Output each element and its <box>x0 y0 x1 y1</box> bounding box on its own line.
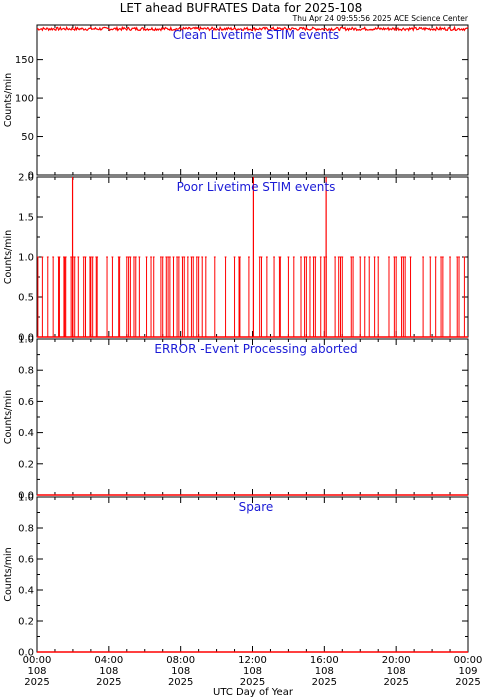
y-tick-label: 0.2 <box>18 459 34 470</box>
y-tick-label: 0.5 <box>18 293 34 304</box>
x-tick-doy: 109 <box>458 666 477 677</box>
y-tick-label: 0.0 <box>18 333 34 344</box>
y-axis-label: Counts/min <box>3 390 14 444</box>
x-tick-year: 2025 <box>24 677 49 688</box>
y-axis-label: Counts/min <box>3 73 14 127</box>
panel-4: 0.0 0.2 0.4 0.6 0.8 1.0 Counts/min Spare <box>3 493 469 659</box>
x-tick-doy: 108 <box>387 666 406 677</box>
y-tick-label: 0.2 <box>18 617 34 628</box>
x-tick-doy: 108 <box>315 666 334 677</box>
y-tick-label: 0.8 <box>18 524 34 535</box>
y-tick-label: 1.5 <box>18 213 34 224</box>
panel-title: Poor Livetime STIM events <box>177 180 336 194</box>
y-tick-label: 0.8 <box>18 366 34 377</box>
panel-title: ERROR -Event Processing aborted <box>154 342 357 356</box>
y-tick-label: 0.4 <box>18 428 34 439</box>
x-tick-year: 2025 <box>383 677 408 688</box>
series-line <box>36 25 469 32</box>
panel-3: 0.0 0.2 0.4 0.6 0.8 1.0 Counts/min ERROR -Event… <box>3 335 469 502</box>
y-tick-label: 0.6 <box>18 555 34 566</box>
y-tick-label: 2.0 <box>18 173 34 184</box>
panel-frame <box>36 24 469 176</box>
y-axis-label: Counts/min <box>3 230 14 284</box>
panel-title: Spare <box>239 500 274 514</box>
x-tick-doy: 108 <box>99 666 118 677</box>
panel-2: 0.0 0.5 1.0 1.5 2.0 Counts/min Poor Livetime S… <box>3 173 469 344</box>
x-tick-year: 2025 <box>312 677 337 688</box>
x-tick-time: 08:00 <box>166 655 195 666</box>
x-tick-doy: 108 <box>171 666 190 677</box>
y-tick-label: 1.0 <box>18 493 34 504</box>
x-tick-time: 20:00 <box>382 655 411 666</box>
y-tick-label: 0.0 <box>18 648 34 659</box>
y-axis-label: Counts/min <box>3 547 14 601</box>
x-tick-time: 00:00 <box>454 655 482 666</box>
y-tick-label: 0 <box>28 171 34 182</box>
x-tick-doy: 108 <box>243 666 262 677</box>
y-tick-label: 1.0 <box>18 335 34 346</box>
y-tick-label: 150 <box>15 55 34 66</box>
x-tick-time: 04:00 <box>94 655 123 666</box>
y-tick-label: 0.6 <box>18 397 34 408</box>
x-tick-time: 00:00 <box>23 655 52 666</box>
panel-frame <box>36 496 469 653</box>
x-tick-time: 16:00 <box>310 655 339 666</box>
y-tick-label: 0.0 <box>18 491 34 502</box>
x-tick-year: 2025 <box>240 677 265 688</box>
x-tick-year: 2025 <box>455 677 480 688</box>
x-tick-doy: 108 <box>27 666 46 677</box>
x-tick-year: 2025 <box>168 677 193 688</box>
chart-title: LET ahead BUFRATES Data for 2025-108 <box>120 1 362 15</box>
y-tick-label: 1.0 <box>18 253 34 264</box>
timestamp: Thu Apr 24 09:55:56 2025 ACE Science Cen… <box>292 14 469 23</box>
x-tick-year: 2025 <box>96 677 121 688</box>
panel-title: Clean Livetime STIM events <box>173 28 339 42</box>
x-axis: 00:00108202504:00108202508:00108202512:0… <box>23 655 482 688</box>
y-tick-label: 0.4 <box>18 586 34 597</box>
x-tick-time: 12:00 <box>238 655 267 666</box>
x-axis-label: UTC Day of Year <box>213 687 294 698</box>
y-tick-label: 50 <box>21 132 34 143</box>
y-tick-label: 100 <box>15 94 34 105</box>
panel-frame <box>36 338 469 496</box>
